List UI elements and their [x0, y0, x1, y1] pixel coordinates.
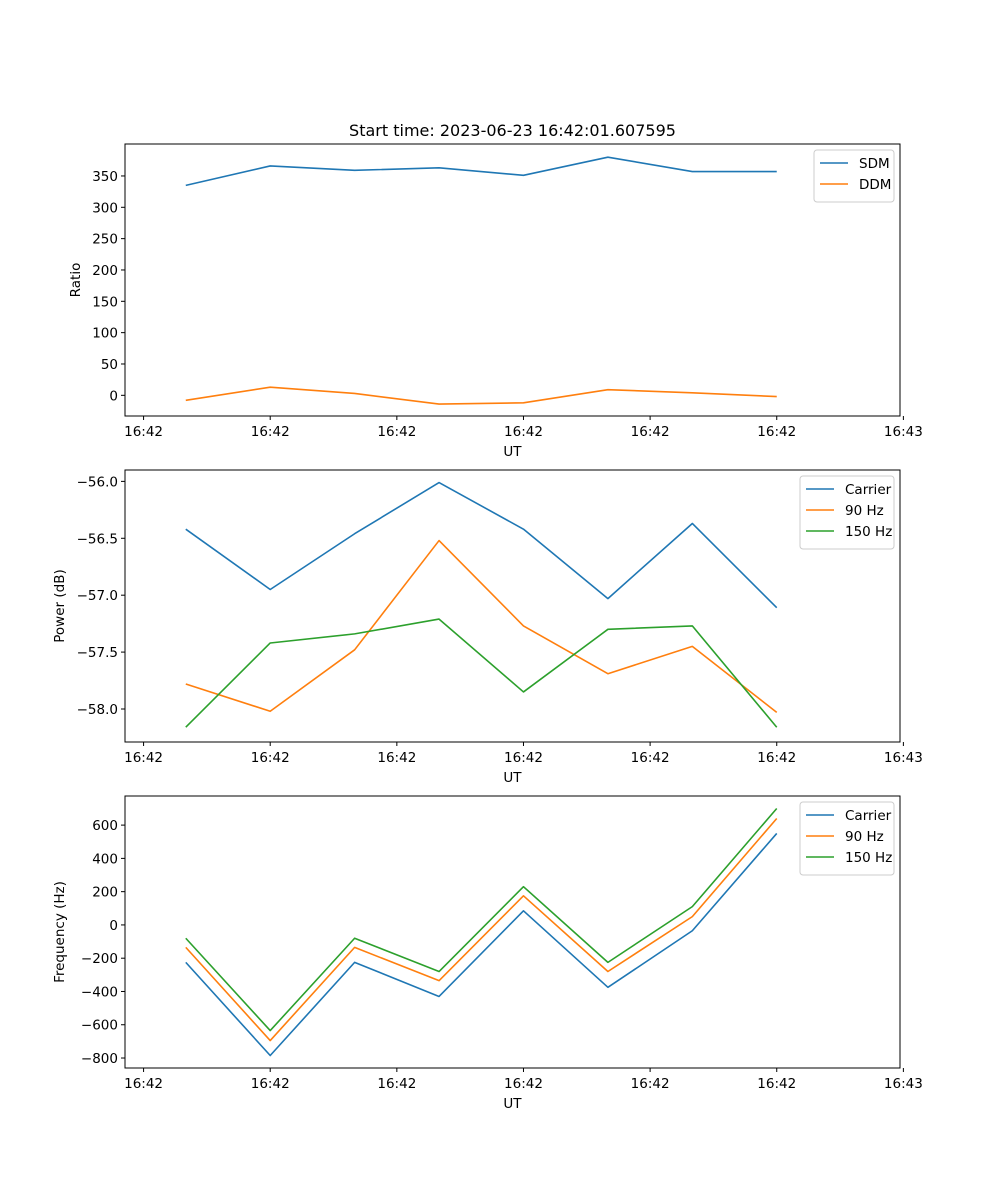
y-tick-label: 200 — [92, 263, 118, 279]
y-tick-label: −600 — [81, 1018, 118, 1034]
series-line-3-1 — [185, 832, 778, 1057]
y-tick-label: −56.0 — [77, 474, 118, 490]
y-tick-label: 250 — [92, 232, 118, 248]
x-tick-label: 16:42 — [124, 1076, 163, 1092]
y-tick-label: 0 — [109, 918, 118, 934]
y-tick-label: 100 — [92, 326, 118, 342]
x-tick-label: 16:42 — [631, 424, 670, 440]
y-axis-label: Ratio — [68, 263, 84, 298]
legend-label: Carrier — [845, 808, 892, 824]
y-tick-label: −57.0 — [77, 588, 118, 604]
series-line-1-1 — [185, 156, 777, 187]
y-tick-label: 400 — [92, 851, 118, 867]
y-axis-label: Frequency (Hz) — [52, 881, 68, 983]
x-tick-label: 16:42 — [377, 750, 416, 766]
x-tick-label: 16:42 — [251, 750, 290, 766]
x-tick-label: 16:42 — [251, 424, 290, 440]
series-line-1-2 — [185, 386, 777, 405]
x-tick-label: 16:43 — [884, 750, 923, 766]
axes-frame — [124, 795, 901, 1069]
axes-frame — [124, 469, 901, 743]
x-tick-label: 16:43 — [884, 424, 923, 440]
x-tick-label: 16:42 — [124, 424, 163, 440]
y-tick-label: 200 — [92, 885, 118, 901]
legend-label: Carrier — [845, 482, 892, 498]
y-tick-label: 150 — [92, 294, 118, 310]
y-tick-label: −200 — [81, 951, 118, 967]
x-axis-label: UT — [503, 770, 522, 786]
x-tick-label: 16:42 — [504, 1076, 543, 1092]
x-tick-label: 16:42 — [757, 424, 796, 440]
series-line-2-3 — [185, 618, 778, 728]
y-tick-label: −56.5 — [77, 531, 118, 547]
legend: Carrier 90 Hz 150 Hz — [799, 801, 895, 876]
x-tick-label: 16:42 — [377, 1076, 416, 1092]
legend-label: DDM — [859, 177, 891, 193]
x-tick-label: 16:42 — [504, 750, 543, 766]
series-line-3-3 — [185, 807, 778, 1032]
x-tick-label: 16:42 — [251, 1076, 290, 1092]
x-tick-label: 16:42 — [124, 750, 163, 766]
y-tick-label: 300 — [92, 200, 118, 216]
series-line-2-2 — [185, 539, 778, 714]
x-tick-label: 16:42 — [757, 750, 796, 766]
x-tick-label: 16:43 — [884, 1076, 923, 1092]
y-axis-label: Power (dB) — [52, 569, 68, 642]
x-tick-label: 16:42 — [631, 1076, 670, 1092]
chart-panel-3: 16:42 16:42 16:42 16:42 16:42 16:42 16:43 −800 −… — [52, 795, 923, 1112]
x-tick-label: 16:42 — [631, 750, 670, 766]
axes-frame — [124, 143, 901, 417]
x-tick-label: 16:42 — [504, 424, 543, 440]
x-tick-label: 16:42 — [377, 424, 416, 440]
legend-label: 90 Hz — [845, 829, 884, 845]
x-axis-label: UT — [503, 444, 522, 460]
legend-label: SDM — [859, 156, 890, 172]
chart-panel-1: 16:42 16:42 16:42 16:42 16:42 16:42 16:43 0 50 10… — [68, 143, 923, 460]
y-tick-label: −58.0 — [77, 702, 118, 718]
legend: Carrier 90 Hz 150 Hz — [799, 475, 895, 550]
legend-label: 150 Hz — [845, 524, 892, 540]
figure-title: Start time: 2023-06-23 16:42:01.607595 — [349, 121, 676, 140]
legend-label: 150 Hz — [845, 850, 892, 866]
series-line-2-1 — [185, 481, 778, 609]
y-tick-label: −800 — [81, 1051, 118, 1067]
y-tick-label: 50 — [101, 357, 118, 373]
y-tick-label: −400 — [81, 984, 118, 1000]
y-tick-label: 0 — [109, 388, 118, 404]
y-tick-label: −57.5 — [77, 645, 118, 661]
x-tick-label: 16:42 — [757, 1076, 796, 1092]
y-tick-label: 600 — [92, 818, 118, 834]
y-tick-label: 350 — [92, 169, 118, 185]
chart-panel-2: 16:42 16:42 16:42 16:42 16:42 16:42 16:43 −58.0… — [52, 469, 923, 786]
legend: SDM DDM — [813, 149, 895, 203]
x-axis-label: UT — [503, 1096, 522, 1112]
series-line-3-2 — [185, 817, 778, 1042]
legend-label: 90 Hz — [845, 503, 884, 519]
